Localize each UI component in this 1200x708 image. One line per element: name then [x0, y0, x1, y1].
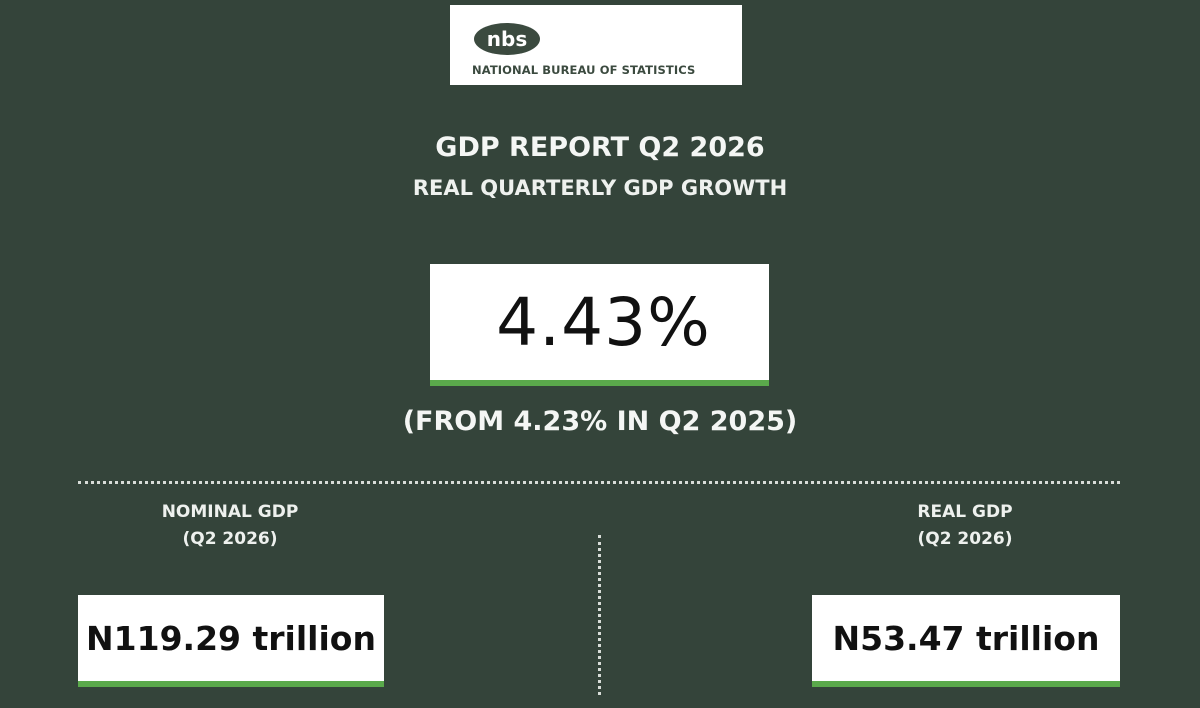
- real-gdp-value: N53.47 trillion: [832, 618, 1100, 658]
- report-subtitle: REAL QUARTERLY GDP GROWTH: [412, 176, 788, 200]
- growth-value: 4.43%: [496, 283, 711, 361]
- nominal-gdp-value: N119.29 trillion: [86, 618, 376, 658]
- horizontal-divider: [78, 481, 1120, 484]
- nominal-gdp-period: (Q2 2026): [182, 529, 278, 549]
- nbs-logo: nbs NATIONAL BUREAU OF STATISTICS: [450, 5, 742, 85]
- real-gdp-label: REAL GDP (Q2 2026): [815, 499, 1115, 553]
- report-title: GDP REPORT Q2 2026: [435, 132, 765, 163]
- growth-comparison: (FROM 4.23% IN Q2 2025): [402, 406, 798, 437]
- growth-card: 4.43%: [430, 264, 769, 386]
- nominal-gdp-label: NOMINAL GDP (Q2 2026): [80, 499, 380, 553]
- nbs-logo-icon: nbs: [474, 23, 540, 55]
- logo-mark-text: nbs: [487, 27, 527, 51]
- real-gdp-card: N53.47 trillion: [812, 595, 1120, 687]
- real-gdp-title: REAL GDP: [917, 502, 1013, 522]
- logo-caption: NATIONAL BUREAU OF STATISTICS: [472, 63, 696, 77]
- vertical-divider: [598, 535, 601, 695]
- nominal-gdp-card: N119.29 trillion: [78, 595, 384, 687]
- nominal-gdp-title: NOMINAL GDP: [161, 502, 299, 522]
- real-gdp-period: (Q2 2026): [917, 529, 1013, 549]
